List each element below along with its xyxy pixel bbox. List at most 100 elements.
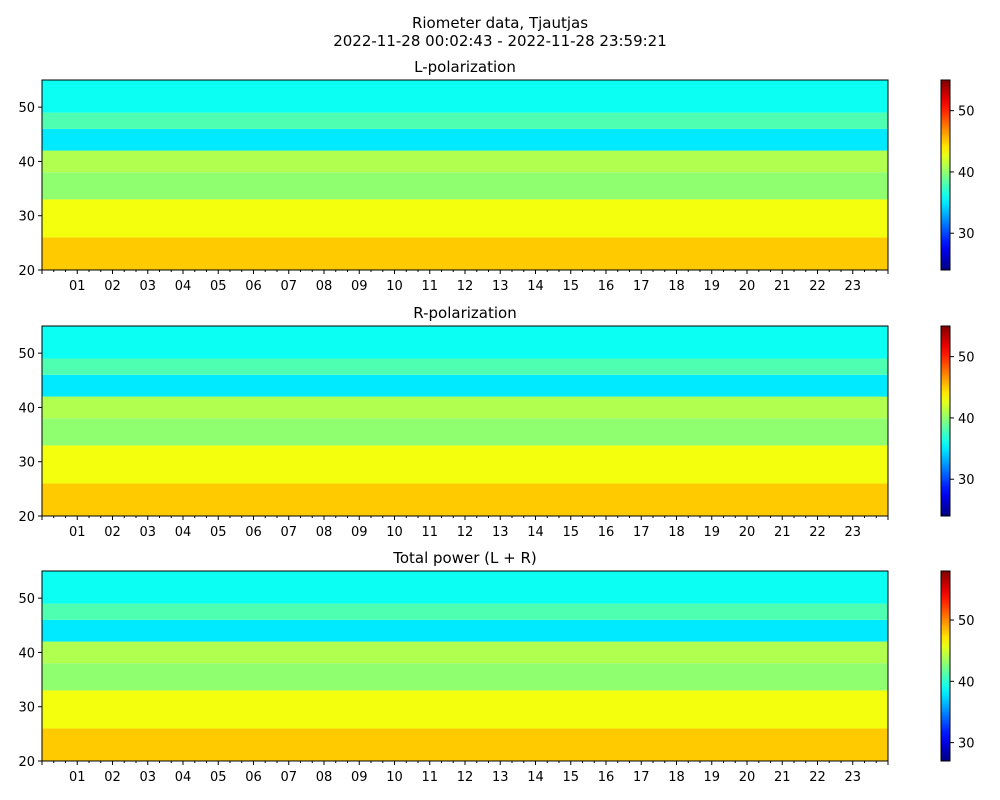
x-tick-label: 10 (386, 279, 403, 294)
x-tick-label: 22 (809, 525, 826, 540)
panel-title: Total power (L + R) (392, 549, 537, 567)
x-tick-label: 09 (351, 525, 368, 540)
x-tick-label: 23 (844, 770, 861, 785)
colorbar-tick-label: 30 (958, 737, 975, 752)
colorbar-tick-label: 30 (958, 227, 975, 242)
heatmap (42, 571, 888, 761)
x-tick-label: 21 (774, 279, 791, 294)
x-tick-label: 23 (844, 279, 861, 294)
x-tick-label: 14 (527, 279, 544, 294)
x-tick-label: 10 (386, 525, 403, 540)
heatmap-band (42, 172, 888, 200)
x-tick-label: 05 (210, 525, 227, 540)
x-tick-label: 01 (69, 525, 86, 540)
x-tick-label: 02 (104, 525, 121, 540)
x-tick-label: 11 (421, 279, 438, 294)
x-tick-label: 19 (703, 279, 720, 294)
x-tick-label: 23 (844, 525, 861, 540)
heatmap-band (42, 445, 888, 484)
heatmap-band (42, 150, 888, 173)
suptitle-line1: Riometer data, Tjautjas (412, 14, 588, 32)
heatmap (42, 80, 888, 270)
x-tick-label: 08 (316, 525, 333, 540)
x-tick-label: 06 (245, 525, 262, 540)
x-tick-label: 17 (633, 525, 650, 540)
x-tick-label: 17 (633, 770, 650, 785)
x-tick-label: 02 (104, 770, 121, 785)
x-tick-label: 06 (245, 279, 262, 294)
x-tick-label: 16 (598, 525, 615, 540)
x-tick-label: 03 (139, 770, 156, 785)
x-tick-label: 15 (562, 525, 579, 540)
x-tick-label: 08 (316, 770, 333, 785)
y-tick-label: 50 (18, 101, 35, 116)
x-tick-label: 19 (703, 525, 720, 540)
x-tick-label: 15 (562, 770, 579, 785)
x-tick-label: 11 (421, 525, 438, 540)
heatmap-band (42, 603, 888, 620)
y-tick-label: 30 (18, 701, 35, 716)
heatmap (42, 326, 888, 516)
x-tick-label: 19 (703, 770, 720, 785)
x-tick-label: 21 (774, 770, 791, 785)
colorbar-tick-label: 40 (958, 166, 975, 181)
colorbar-tick-label: 30 (958, 473, 975, 488)
heatmap-band (42, 641, 888, 664)
x-tick-label: 13 (492, 279, 509, 294)
x-tick-label: 14 (527, 770, 544, 785)
heatmap-band (42, 128, 888, 151)
x-tick-label: 12 (457, 279, 474, 294)
colorbar (940, 325, 951, 517)
heatmap-band (42, 418, 888, 446)
y-tick-label: 30 (18, 456, 35, 471)
x-tick-label: 22 (809, 279, 826, 294)
y-tick-label: 50 (18, 592, 35, 607)
y-tick-label: 20 (18, 510, 35, 525)
x-tick-label: 22 (809, 770, 826, 785)
x-tick-label: 21 (774, 525, 791, 540)
x-tick-label: 05 (210, 279, 227, 294)
x-tick-label: 08 (316, 279, 333, 294)
y-tick-label: 40 (18, 401, 35, 416)
heatmap-band (42, 358, 888, 375)
heatmap-band (42, 619, 888, 642)
y-tick-label: 20 (18, 264, 35, 279)
panel-1: L-polarization 20 30 40 50 01 02 03 04 05 06 07 08 09… (18, 58, 974, 294)
x-tick-label: 07 (280, 525, 297, 540)
heatmap-band (42, 396, 888, 419)
x-tick-label: 04 (175, 770, 192, 785)
colorbar-tick-label: 50 (958, 614, 975, 629)
x-tick-label: 20 (739, 279, 756, 294)
colorbar-tick-label: 40 (958, 412, 975, 427)
x-tick-label: 18 (668, 525, 685, 540)
colorbar-tick-label: 40 (958, 675, 975, 690)
x-tick-label: 18 (668, 279, 685, 294)
x-tick-label: 13 (492, 525, 509, 540)
x-tick-label: 02 (104, 279, 121, 294)
heatmap-band (42, 112, 888, 129)
x-tick-label: 17 (633, 279, 650, 294)
panel-2: R-polarization 20 30 40 50 01 02 03 04 05 06 07 08 09… (18, 304, 974, 540)
x-tick-label: 16 (598, 279, 615, 294)
colorbar (940, 79, 951, 271)
y-tick-label: 30 (18, 210, 35, 225)
x-tick-label: 20 (739, 770, 756, 785)
heatmap-band (42, 663, 888, 691)
x-tick-label: 04 (175, 525, 192, 540)
x-tick-label: 09 (351, 279, 368, 294)
x-tick-label: 12 (457, 770, 474, 785)
x-tick-label: 14 (527, 525, 544, 540)
heatmap-band (42, 199, 888, 238)
y-tick-label: 40 (18, 155, 35, 170)
panel-title: R-polarization (413, 304, 516, 322)
x-tick-label: 01 (69, 770, 86, 785)
suptitle-line2: 2022-11-28 00:02:43 - 2022-11-28 23:59:2… (333, 32, 667, 50)
heatmap-band (42, 483, 888, 516)
x-tick-label: 11 (421, 770, 438, 785)
panel-title: L-polarization (414, 58, 516, 76)
heatmap-band (42, 374, 888, 397)
x-tick-label: 10 (386, 770, 403, 785)
x-tick-label: 01 (69, 279, 86, 294)
